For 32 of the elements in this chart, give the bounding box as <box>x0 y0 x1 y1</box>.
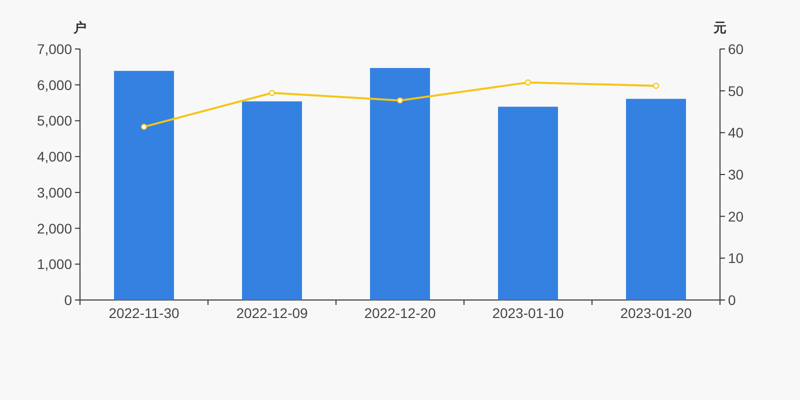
bar <box>242 101 302 300</box>
y2-tick-label: 10 <box>728 250 744 266</box>
point <box>652 82 660 89</box>
x-tick-label: 2023-01-20 <box>620 305 692 321</box>
y2-tick-label: 0 <box>728 292 736 308</box>
y-tick-label: 1,000 <box>36 256 72 272</box>
y2-tick-label: 50 <box>728 82 744 99</box>
y-tick-label: 7,000 <box>36 41 72 57</box>
y-axis-title: 户 <box>72 20 86 35</box>
y2-tick-label: 60 <box>728 41 744 57</box>
y-tick-label: 5,000 <box>36 112 72 129</box>
bar <box>626 98 686 300</box>
x-tick-label: 2023-01-10 <box>492 305 564 321</box>
bar <box>498 106 558 300</box>
x-tick-label: 2022-12-20 <box>364 305 436 321</box>
point <box>524 79 532 86</box>
y-tick-label: 6,000 <box>36 76 72 93</box>
y2-axis-title: 元 <box>712 20 726 35</box>
point <box>396 97 404 104</box>
y-tick-label: 0 <box>64 292 72 308</box>
point <box>268 90 276 96</box>
point <box>140 124 148 130</box>
y-tick-label: 2,000 <box>36 220 72 236</box>
y-tick-label: 3,000 <box>36 184 72 200</box>
y2-tick-label: 30 <box>728 166 744 182</box>
y-tick-label: 4,000 <box>36 148 72 165</box>
bar <box>370 68 430 300</box>
bar <box>114 70 174 300</box>
y2-tick-label: 40 <box>728 124 744 141</box>
x-tick-label: 2022-12-09 <box>236 305 308 321</box>
y2-tick-label: 20 <box>728 208 744 224</box>
x-tick-label: 2022-11-30 <box>108 305 180 321</box>
